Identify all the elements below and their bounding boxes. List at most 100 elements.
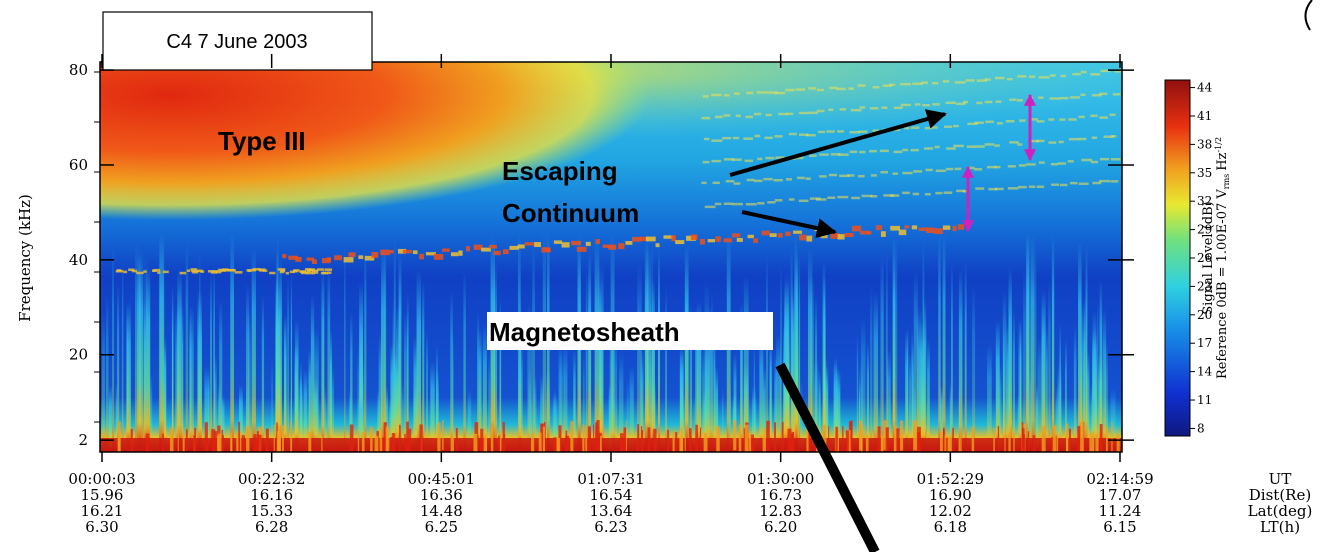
escaping-continuum — [1069, 96, 1080, 99]
escaping-continuum — [1016, 99, 1023, 102]
type-iii-burst — [100, 62, 650, 220]
x-tick-label: 6.30 — [85, 518, 118, 536]
emission-stripe — [482, 324, 487, 452]
emission-stripe — [972, 285, 976, 452]
emission-stripe — [640, 349, 644, 452]
emission-stripe — [918, 337, 921, 452]
escaping-continuum — [881, 106, 888, 109]
low-frequency-spike — [1008, 431, 1011, 452]
escaping-continuum — [1036, 120, 1045, 123]
escaping-continuum — [1007, 187, 1019, 190]
low-frequency-spike — [399, 424, 401, 452]
escaping-continuum — [984, 143, 995, 146]
escaping-continuum — [1058, 140, 1064, 144]
low-frequency-spike — [169, 428, 174, 452]
emission-stripe — [477, 311, 480, 452]
continuum-band — [571, 240, 581, 246]
low-frequency-spike — [623, 427, 626, 452]
emission-stripe — [1102, 308, 1107, 452]
escaping-continuum — [723, 114, 731, 117]
low-frequency-spike — [370, 427, 373, 452]
continuum-band — [918, 227, 929, 232]
low-frequency-spike — [381, 437, 385, 452]
emission-stripe — [290, 272, 292, 452]
continuum-band — [380, 249, 391, 256]
escaping-continuum — [1090, 114, 1098, 118]
low-frequency-spike — [1022, 434, 1025, 452]
low-frequency-spike — [763, 428, 766, 452]
escaping-continuum — [872, 129, 880, 132]
escaping-continuum — [1060, 74, 1067, 78]
low-frequency-spike — [177, 428, 179, 452]
x-tick-label: 16.21 — [81, 502, 124, 520]
emission-stripe — [873, 291, 879, 452]
escaping-continuum — [1068, 137, 1080, 141]
continuum-band — [259, 269, 264, 272]
continuum-band — [285, 271, 289, 275]
x-tick-label: 12.83 — [759, 502, 802, 520]
emission-stripe — [880, 258, 883, 452]
low-frequency-spike — [1066, 433, 1069, 452]
emission-stripe — [271, 358, 273, 452]
low-frequency-spike — [858, 420, 862, 451]
low-frequency-spike — [744, 424, 749, 452]
continuum-band — [632, 236, 642, 242]
continuum-band — [898, 229, 907, 236]
continuum-band — [509, 245, 519, 250]
emission-stripe — [913, 385, 916, 452]
escaping-continuum — [892, 172, 899, 175]
emission-stripe — [759, 330, 764, 452]
escaping-continuum — [1067, 160, 1074, 163]
low-frequency-spike — [689, 428, 692, 452]
low-frequency-spike — [743, 428, 746, 452]
emission-stripe — [987, 344, 992, 452]
escaping-continuum — [828, 108, 834, 112]
emission-stripe — [813, 359, 819, 452]
emission-stripe — [920, 337, 925, 452]
emission-stripe — [350, 311, 353, 452]
continuum-band — [192, 270, 199, 274]
escaping-continuum — [913, 170, 923, 173]
continuum-band — [911, 225, 918, 230]
escaping-continuum — [967, 122, 978, 126]
emission-stripe — [303, 369, 308, 452]
emission-stripe — [702, 347, 704, 452]
escaping-continuum — [872, 86, 880, 89]
escaping-continuum — [838, 153, 849, 156]
escaping-continuum — [809, 154, 817, 158]
escaping-continuum — [956, 102, 966, 106]
low-frequency-spike — [733, 420, 737, 451]
continuum-band — [207, 270, 214, 273]
escaping-continuum — [746, 178, 755, 182]
escaping-continuum — [962, 100, 969, 104]
emission-stripe — [958, 268, 963, 452]
low-frequency-spike — [896, 428, 900, 452]
emission-stripe — [860, 318, 866, 452]
emission-stripe — [102, 313, 105, 452]
escaping-continuum — [745, 115, 753, 119]
emission-stripe — [121, 260, 124, 452]
low-frequency-spike — [238, 421, 241, 452]
low-frequency-spike — [971, 427, 975, 452]
x-row-name: UT — [1269, 470, 1292, 488]
escaping-continuum — [1103, 135, 1114, 138]
escaping-continuum — [985, 120, 994, 124]
continuum-band — [321, 258, 331, 264]
low-frequency-spike — [960, 433, 962, 452]
continuum-band — [343, 257, 354, 263]
low-frequency-spike — [847, 430, 852, 452]
continuum-band — [785, 231, 791, 237]
y-tick-label: 2 — [78, 431, 88, 449]
x-tick-label: 00:45:01 — [408, 470, 475, 488]
low-frequency-spike — [1089, 433, 1094, 452]
emission-stripe — [1037, 336, 1042, 452]
emission-stripe — [1097, 300, 1099, 452]
continuum-band — [389, 250, 394, 254]
escaping-continuum — [836, 87, 846, 91]
emission-stripe — [552, 393, 554, 452]
x-tick-label: 16.73 — [759, 486, 802, 504]
emission-stripe — [651, 279, 655, 452]
escaping-continuum — [724, 94, 730, 97]
y-tick-label: 80 — [69, 61, 88, 79]
emission-stripe — [248, 309, 251, 452]
